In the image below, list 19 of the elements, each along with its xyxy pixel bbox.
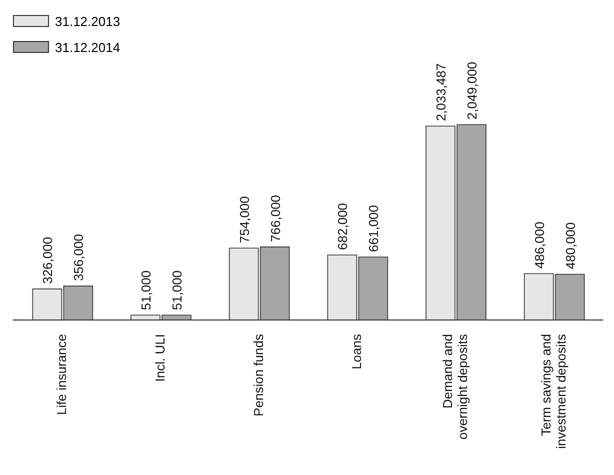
x-tick-label: Pension funds — [250, 334, 266, 416]
data-label: 51,000 — [170, 270, 184, 310]
data-label: 51,000 — [138, 270, 154, 310]
x-tick-label: Life insurance — [54, 334, 70, 415]
x-tick-label: Demand and overnight deposits — [440, 334, 470, 440]
data-label: 326,000 — [40, 236, 56, 284]
legend-label: 31.12.2014 — [55, 40, 120, 54]
data-label: 754,000 — [236, 196, 252, 244]
x-tick-label: Loans — [349, 334, 364, 370]
data-label: 2,033,487 — [434, 63, 448, 122]
data-label: 486,000 — [532, 222, 547, 269]
data-label: 356,000 — [71, 234, 86, 282]
data-label: 2,049,000 — [464, 62, 480, 120]
data-label: 661,000 — [366, 204, 382, 252]
data-label: 480,000 — [562, 222, 578, 270]
legend-label: 31.12.2013 — [55, 14, 120, 28]
x-tick-label: Incl. ULI — [152, 334, 168, 382]
data-label: 682,000 — [335, 202, 350, 250]
data-label: 766,000 — [268, 194, 283, 242]
